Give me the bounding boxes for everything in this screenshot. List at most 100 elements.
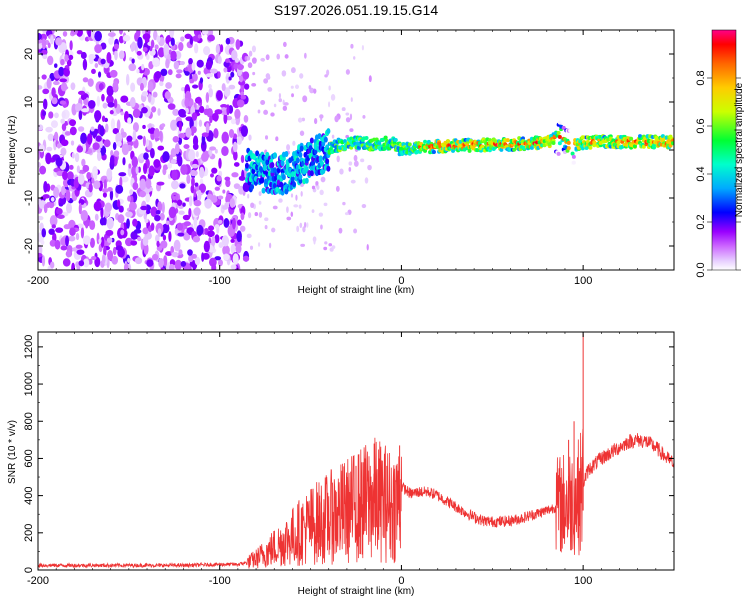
spectrogram-noise-cell xyxy=(94,30,102,42)
spectrogram-noise-cell xyxy=(342,201,346,206)
spectrogram-signal-cell xyxy=(467,148,472,153)
spectrogram-noise-cell xyxy=(94,173,98,180)
spectrogram-signal-cell xyxy=(445,139,450,144)
spectrogram-noise-cell xyxy=(47,55,54,66)
spectrogram-noise-cell xyxy=(38,215,44,221)
spectrogram-noise-cell xyxy=(113,43,120,50)
spectrogram-noise-cell xyxy=(201,152,209,162)
spectrogram-noise-cell xyxy=(318,212,324,217)
spectrogram-noise-cell xyxy=(165,82,172,89)
spectrogram-noise-cell xyxy=(46,146,53,152)
spectrogram-noise-cell xyxy=(98,83,104,91)
spectrogram-noise-cell xyxy=(263,78,269,84)
spectrogram-noise-cell xyxy=(335,185,340,192)
spectrogram-y-label: Frequency (Hz) xyxy=(7,116,18,185)
spectrogram-noise-cell xyxy=(221,235,230,247)
spectrogram-noise-cell xyxy=(368,75,372,83)
spectrogram-y-tick-label: -20 xyxy=(23,238,35,254)
spectrogram-noise-cell xyxy=(237,219,242,226)
snr-x-tick-label: -100 xyxy=(209,575,231,587)
spectrogram-noise-cell xyxy=(169,263,175,270)
spectrogram-noise-cell xyxy=(143,243,149,255)
spectrogram-noise-cell xyxy=(306,222,309,228)
spectrogram-noise-cell xyxy=(193,189,197,198)
spectrogram-noise-cell xyxy=(197,189,202,201)
spectrogram-signal-cell xyxy=(529,145,534,150)
spectrogram-noise-cell xyxy=(191,253,197,259)
spectrogram-noise-cell xyxy=(361,44,364,51)
spectrogram-noise-cell xyxy=(269,242,272,249)
spectrogram-noise-cell xyxy=(157,145,165,151)
spectrogram-noise-cell xyxy=(141,91,149,97)
spectrogram-noise-cell xyxy=(38,162,41,168)
spectrogram-noise-cell xyxy=(178,133,186,139)
spectrogram-noise-cell xyxy=(94,44,103,54)
spectrogram-noise-cell xyxy=(106,85,114,97)
spectrogram-signal-cell xyxy=(309,170,314,177)
spectrogram-signal-cell xyxy=(279,181,284,188)
spectrogram-signal-cell xyxy=(292,181,297,188)
spectrogram-noise-cell xyxy=(242,255,250,262)
spectrogram-noise-cell xyxy=(162,151,170,163)
spectrogram-signal-cell xyxy=(423,139,428,144)
spectrogram-noise-cell xyxy=(183,144,190,149)
spectrogram-signal-cell xyxy=(570,151,575,156)
spectrogram-noise-cell xyxy=(323,246,328,251)
spectrogram-noise-cell xyxy=(112,128,119,135)
spectrogram-noise-cell xyxy=(157,228,162,237)
spectrogram-noise-cell xyxy=(54,63,58,68)
spectrogram-noise-cell xyxy=(223,67,228,73)
spectrogram-noise-cell xyxy=(217,219,223,224)
spectrogram-noise-cell xyxy=(231,172,239,178)
spectrogram-noise-cell xyxy=(177,155,183,167)
spectrogram-noise-cell xyxy=(156,240,160,248)
spectrogram-noise-cell xyxy=(38,252,43,258)
spectrogram-noise-cell xyxy=(41,74,47,80)
spectrogram-noise-cell xyxy=(146,54,150,60)
spectrogram-noise-cell xyxy=(324,241,328,245)
spectrogram-noise-cell xyxy=(92,142,100,151)
spectrogram-noise-cell xyxy=(233,183,241,190)
spectrogram-noise-cell xyxy=(94,213,99,221)
spectrogram-noise-cell xyxy=(345,117,351,123)
spectrogram-noise-cell xyxy=(180,260,187,267)
spectrogram-noise-cell xyxy=(203,45,211,56)
spectrogram-noise-cell xyxy=(47,133,54,142)
spectrogram-noise-cell xyxy=(130,231,138,240)
spectrogram-noise-cell xyxy=(147,127,156,134)
spectrogram-noise-cell xyxy=(153,30,158,41)
spectrogram-noise-cell xyxy=(315,181,319,186)
spectrogram-noise-cell xyxy=(294,84,300,90)
spectrogram-noise-cell xyxy=(320,224,323,230)
spectrogram-noise-cell xyxy=(186,174,191,184)
spectrogram-noise-cell xyxy=(314,118,318,125)
spectrogram-signal-cell xyxy=(326,165,331,172)
spectrogram-noise-cell xyxy=(140,82,144,91)
spectrogram-noise-cell xyxy=(126,135,133,142)
spectrogram-noise-cell xyxy=(122,34,131,42)
spectrogram-noise-cell xyxy=(173,239,181,252)
spectrogram-signal-cell xyxy=(580,146,585,151)
spectrogram-noise-cell xyxy=(132,129,137,142)
spectrogram-signal-cell xyxy=(262,164,267,171)
spectrogram-noise-cell xyxy=(236,136,242,145)
snr-y-tick-label: 1200 xyxy=(23,335,35,359)
spectrogram-signal-cell xyxy=(270,161,275,168)
spectrogram-noise-cell xyxy=(183,221,191,227)
spectrogram-signal-cell xyxy=(260,177,265,184)
spectrogram-noise-cell xyxy=(328,243,333,247)
snr-x-tick-label: -200 xyxy=(27,575,49,587)
spectrogram-noise-cell xyxy=(290,193,294,198)
spectrogram-noise-cell xyxy=(209,115,213,124)
spectrogram-noise-cell xyxy=(233,150,238,161)
spectrogram-noise-cell xyxy=(187,249,193,256)
spectrogram-noise-cell xyxy=(88,53,94,65)
spectrogram-noise-cell xyxy=(213,128,219,139)
spectrogram-noise-cell xyxy=(205,122,210,135)
spectrogram-y-tick-label: 0 xyxy=(23,147,35,153)
spectrogram-noise-cell xyxy=(278,198,283,203)
spectrogram-signal-cell xyxy=(383,135,388,140)
spectrogram-noise-cell xyxy=(160,123,166,128)
spectrogram-noise-cell xyxy=(137,236,142,242)
spectrogram-noise-cell xyxy=(222,205,229,210)
